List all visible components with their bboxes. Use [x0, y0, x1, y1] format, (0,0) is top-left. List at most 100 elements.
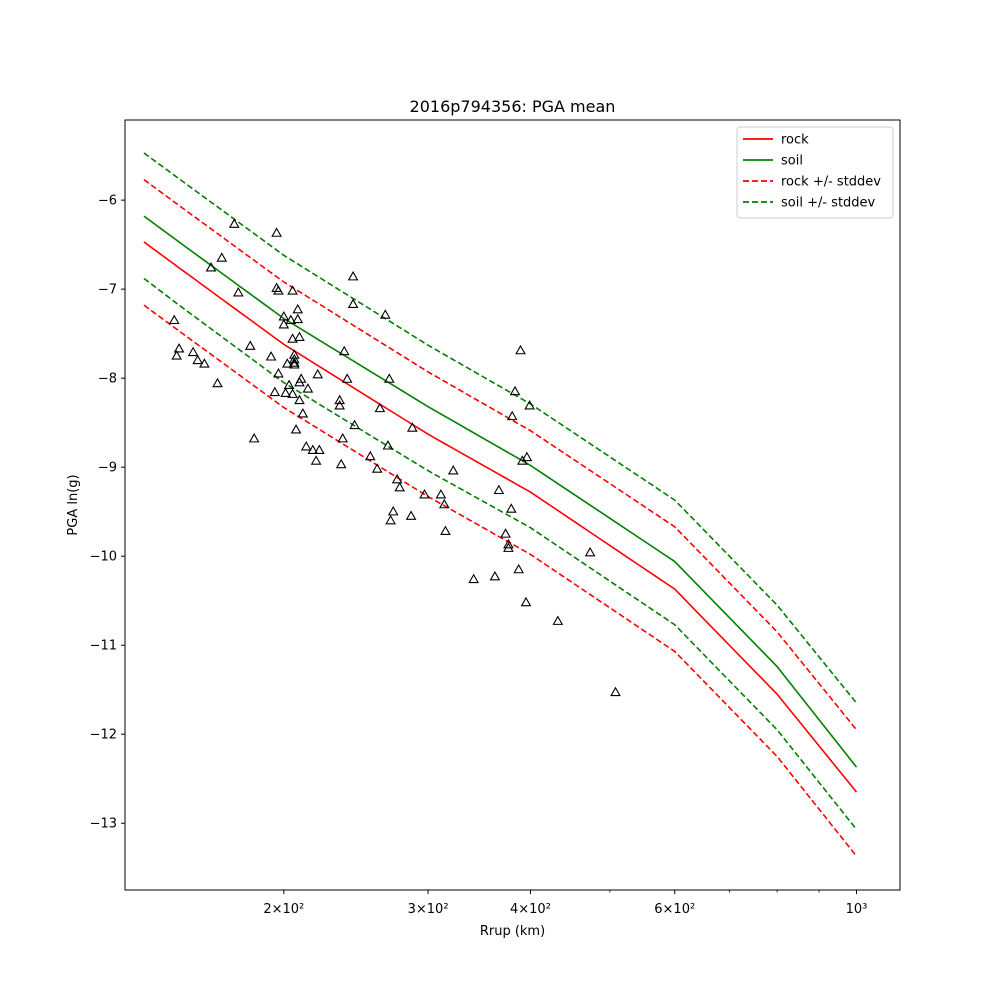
- x-axis: 2×10² 3×10² 4×10² 6×10² 10³: [263, 890, 867, 917]
- observation-marker: [288, 359, 300, 369]
- observation-marker: [334, 394, 346, 405]
- observation-marker: [364, 450, 376, 461]
- observation-marker: [187, 346, 199, 357]
- observation-marker: [520, 596, 532, 607]
- observation-marker: [248, 432, 260, 443]
- observation-marker: [347, 270, 359, 281]
- observation-marker: [371, 463, 383, 473]
- x-tick-label: 4×10²: [510, 902, 551, 917]
- observation-marker: [503, 542, 514, 552]
- legend-label: soil +/- stddev: [781, 196, 876, 211]
- y-tick-label: −7: [98, 283, 117, 298]
- legend: rock soil rock +/- stddev soil +/- stddev: [736, 126, 894, 219]
- y-tick-label: −6: [98, 194, 117, 209]
- observation-marker: [273, 367, 284, 378]
- observation-marker: [199, 358, 210, 368]
- dashed-soil-line-4: [143, 152, 858, 704]
- observation-marker: [337, 432, 349, 443]
- observation-marker: [406, 422, 418, 432]
- legend-label: rock +/- stddev: [781, 175, 881, 190]
- observation-marker: [503, 538, 514, 549]
- observation-marker: [468, 573, 480, 584]
- observation-marker: [500, 528, 511, 538]
- observation-marker: [447, 465, 459, 475]
- observation-marker: [338, 345, 350, 356]
- observation-marker: [383, 373, 395, 383]
- observation-marker: [232, 286, 244, 297]
- y-tick-label: −11: [90, 639, 117, 654]
- observation-marker: [173, 343, 185, 353]
- dashed-rock-line-3: [143, 304, 858, 857]
- observation-marker: [292, 313, 304, 324]
- y-tick-label: −8: [98, 372, 117, 387]
- observation-marker: [335, 458, 347, 469]
- legend-label: soil: [781, 154, 803, 169]
- observation-marker: [552, 615, 564, 625]
- observation-marker: [391, 473, 403, 484]
- observation-marker: [387, 505, 399, 516]
- observation-marker: [278, 319, 290, 329]
- observation-marker: [205, 262, 217, 272]
- observation-points: [168, 218, 621, 697]
- observation-marker: [171, 350, 183, 360]
- plot-frame: [124, 119, 901, 891]
- legend-label: rock: [781, 133, 809, 148]
- observation-marker: [489, 570, 501, 581]
- y-tick-label: −13: [90, 817, 117, 832]
- observation-marker: [269, 386, 281, 397]
- legend-box: [736, 126, 894, 219]
- observation-marker: [288, 349, 300, 359]
- observation-marker: [244, 340, 256, 350]
- observation-marker: [216, 252, 228, 262]
- observation-marker: [288, 353, 300, 364]
- dashed-soil-line-5: [143, 277, 858, 830]
- observation-marker: [334, 400, 346, 410]
- x-tick-label: 6×10²: [654, 902, 695, 917]
- observation-marker: [506, 410, 518, 421]
- observation-marker: [341, 373, 353, 383]
- observation-marker: [297, 408, 309, 418]
- observation-marker: [440, 525, 451, 536]
- observation-marker: [382, 440, 394, 450]
- observation-marker: [287, 333, 298, 343]
- observation-marker: [307, 444, 319, 454]
- observation-marker: [493, 484, 505, 495]
- x-axis-label: Rrup (km): [480, 924, 545, 939]
- observation-marker: [302, 383, 314, 393]
- observation-marker: [505, 503, 517, 513]
- observation-marker: [273, 285, 284, 295]
- observation-marker: [312, 368, 324, 379]
- series-lines: [143, 152, 858, 857]
- observation-marker: [294, 394, 305, 405]
- observation-marker: [419, 489, 430, 499]
- observation-marker: [521, 451, 533, 462]
- y-axis: −6 −7 −8 −9 −10 −11 −12 −13: [90, 194, 125, 832]
- y-axis-label: PGA ln(g): [66, 474, 81, 535]
- observation-marker: [405, 510, 417, 520]
- observation-marker: [310, 455, 322, 465]
- observation-marker: [374, 402, 386, 413]
- observation-marker: [438, 498, 450, 509]
- observation-marker: [347, 298, 359, 309]
- x-tick-label: 2×10²: [263, 902, 304, 917]
- observation-marker: [292, 303, 304, 314]
- y-tick-label: −10: [90, 550, 117, 565]
- dashed-rock-line-2: [143, 178, 858, 731]
- observation-marker: [280, 387, 291, 398]
- observation-marker: [285, 314, 297, 325]
- observation-marker: [610, 686, 621, 697]
- observation-marker: [168, 314, 180, 325]
- observation-marker: [271, 227, 282, 237]
- plot-area: −6 −7 −8 −9 −10 −11 −12 −13 2×10² 3×10² 4×10² 6×10²…: [90, 119, 901, 917]
- observation-marker: [300, 440, 312, 451]
- observation-marker: [385, 514, 396, 525]
- x-tick-label: 10³: [846, 902, 868, 917]
- observation-marker: [509, 385, 521, 396]
- observation-marker: [290, 424, 302, 434]
- observation-marker: [394, 481, 406, 492]
- observation-marker: [524, 400, 535, 410]
- observation-marker: [287, 285, 298, 295]
- observation-marker: [435, 489, 447, 499]
- observation-marker: [349, 419, 360, 430]
- mean-rock-line-0: [143, 241, 858, 793]
